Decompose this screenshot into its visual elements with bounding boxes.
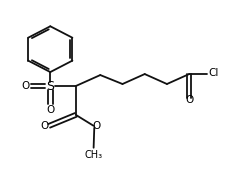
Text: S: S — [46, 79, 54, 93]
Text: Cl: Cl — [208, 68, 218, 78]
Text: O: O — [22, 81, 30, 91]
Text: O: O — [185, 95, 193, 105]
Text: O: O — [92, 121, 100, 131]
Text: CH₃: CH₃ — [85, 150, 103, 160]
Text: O: O — [46, 105, 54, 115]
Text: O: O — [40, 121, 48, 131]
